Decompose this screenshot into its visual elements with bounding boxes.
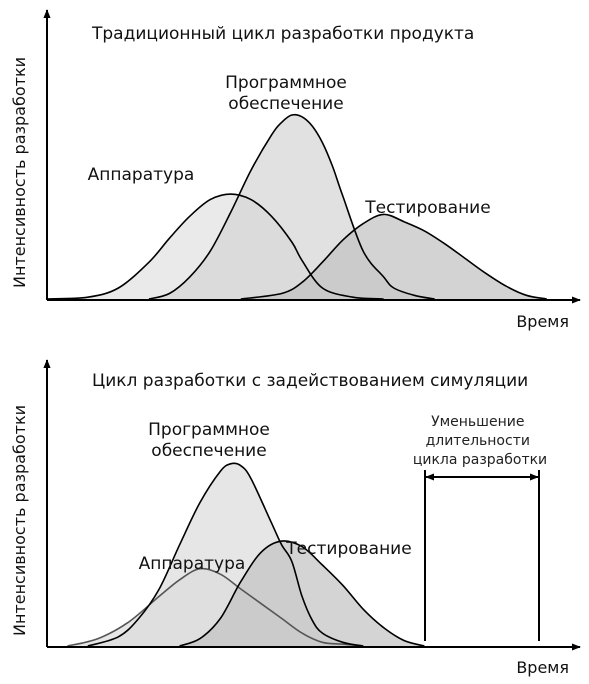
annotation-line: Уменьшение xyxy=(431,414,524,430)
x-axis-label: Время xyxy=(516,658,569,677)
y-axis-label: Интенсивность разработки xyxy=(10,57,29,288)
series-labels: Аппаратура Программное обеспечение Тестиров… xyxy=(88,73,491,218)
series-label-line: Тестирование xyxy=(285,539,411,559)
traditional-cycle-chart: Традиционный цикл разработки продукта Ин… xyxy=(10,9,581,331)
series-areas xyxy=(67,462,425,647)
series-line-тестирование xyxy=(240,213,547,300)
series-line-тестирование xyxy=(179,540,425,647)
series-area-тестирование xyxy=(240,214,547,299)
y-axis-label: Интенсивность разработки xyxy=(10,405,29,636)
series-label-line: Аппаратура xyxy=(88,165,195,185)
series-label-тестирование: Тестирование xyxy=(285,539,411,559)
series-line-аппаратура xyxy=(46,193,384,300)
annotation-line: длительности xyxy=(426,433,530,449)
series-label-line: обеспечение xyxy=(228,94,343,114)
annotation-text: Уменьшение длительности цикла разработки xyxy=(413,414,547,468)
series-label-программное-обеспечение: Программное обеспечение xyxy=(225,73,347,114)
series-line-программное-обеспечение xyxy=(148,113,435,300)
series-area-тестирование xyxy=(179,540,425,646)
series-line-аппаратура xyxy=(67,567,364,647)
x-axis-label: Время xyxy=(516,312,569,331)
series-areas xyxy=(46,113,547,300)
chart-title: Цикл разработки с задействованием симуля… xyxy=(92,371,528,391)
series-label-line: Программное xyxy=(148,420,270,440)
series-label-line: Аппаратура xyxy=(139,554,246,574)
annotation-line: цикла разработки xyxy=(413,452,547,468)
cycle-reduction-annotation: Уменьшение длительности цикла разработки xyxy=(413,414,547,641)
series-label-line: Программное xyxy=(225,73,347,93)
series-labels: Аппаратура Программное обеспечение Тестиров… xyxy=(139,420,412,574)
series-line-программное-обеспечение xyxy=(87,462,364,647)
series-label-аппаратура: Аппаратура xyxy=(139,554,246,574)
simulation-cycle-chart: Цикл разработки с задействованием симуля… xyxy=(10,359,581,677)
series-label-line: Тестирование xyxy=(364,198,490,218)
series-label-line: обеспечение xyxy=(151,441,266,461)
chart-title: Традиционный цикл разработки продукта xyxy=(91,24,474,44)
series-label-аппаратура: Аппаратура xyxy=(88,165,195,185)
series-label-тестирование: Тестирование xyxy=(364,198,490,218)
series-label-программное-обеспечение: Программное обеспечение xyxy=(148,420,270,461)
